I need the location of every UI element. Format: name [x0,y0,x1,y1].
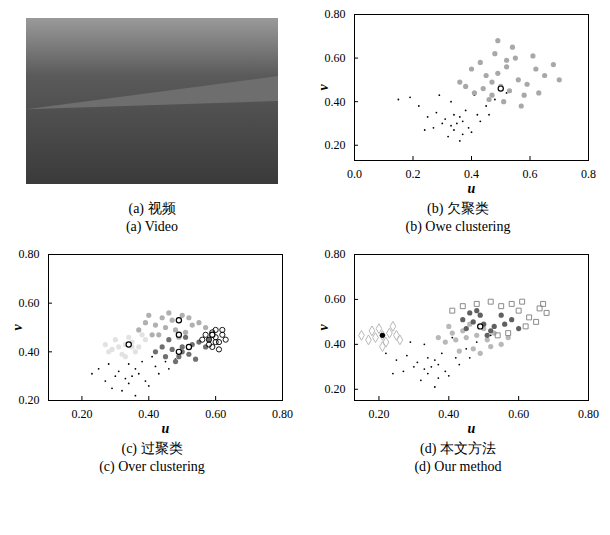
svg-text:u: u [468,181,476,196]
svg-text:0.40: 0.40 [438,407,459,421]
svg-text:0.20: 0.20 [71,407,92,421]
html-text:(c) 过聚类: (c) 过聚类 [121,441,183,456]
svg-text:0.60: 0.60 [205,407,226,421]
svg-text:0.20: 0.20 [368,407,389,421]
svg-text:u: u [468,421,476,436]
svg-text:0.20: 0.20 [19,393,40,407]
svg-text:0.4: 0.4 [464,167,479,181]
svg-text:0.20: 0.20 [325,382,346,396]
html-text:(b) Owe clustering: (b) Owe clustering [405,219,511,234]
svg-text:0.40: 0.40 [325,95,346,109]
svg-text:0.80: 0.80 [19,247,40,261]
svg-text:0.60: 0.60 [325,292,346,306]
svg-text:u: u [162,421,170,436]
svg-text:0.80: 0.80 [272,407,293,421]
svg-text:0.8: 0.8 [581,167,596,181]
html-text:(d) Our method: (d) Our method [414,459,502,474]
svg-text:0.40: 0.40 [138,407,159,421]
svg-text:0.20: 0.20 [325,138,346,152]
svg-text:0.40: 0.40 [19,345,40,359]
svg-text:0.40: 0.40 [325,337,346,351]
svg-text:0.60: 0.60 [19,296,40,310]
svg-text:0.80: 0.80 [578,407,599,421]
svg-text:v: v [316,324,331,331]
svg-text:0.0: 0.0 [347,167,362,181]
html-text:(c) Over clustering: (c) Over clustering [99,459,205,474]
html-text:(d) 本文方法: (d) 本文方法 [420,441,496,456]
html-text:(a) Video: (a) Video [125,219,179,234]
svg-text:0.80: 0.80 [325,7,346,21]
svg-text:0.2: 0.2 [406,167,421,181]
svg-text:v: v [316,84,331,91]
svg-text:0.6: 0.6 [523,167,538,181]
svg-text:0.60: 0.60 [325,51,346,65]
svg-text:0.80: 0.80 [325,247,346,261]
html-text:(a) 视频: (a) 视频 [128,201,176,216]
svg-text:0.60: 0.60 [508,407,529,421]
svg-text:v: v [10,324,25,331]
html-text:(b) 欠聚类: (b) 欠聚类 [427,201,489,216]
